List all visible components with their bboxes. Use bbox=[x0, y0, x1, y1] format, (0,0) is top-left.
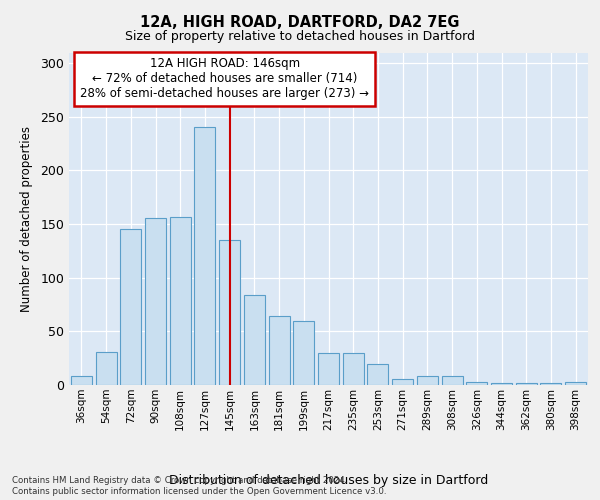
Text: Contains public sector information licensed under the Open Government Licence v3: Contains public sector information licen… bbox=[12, 487, 386, 496]
Bar bbox=[170, 216, 191, 385]
Bar bbox=[367, 364, 388, 385]
Bar bbox=[442, 376, 463, 385]
Bar bbox=[491, 383, 512, 385]
Bar bbox=[219, 240, 240, 385]
Bar bbox=[120, 230, 141, 385]
Bar bbox=[392, 378, 413, 385]
Bar bbox=[343, 353, 364, 385]
Text: 12A, HIGH ROAD, DARTFORD, DA2 7EG: 12A, HIGH ROAD, DARTFORD, DA2 7EG bbox=[140, 15, 460, 30]
Bar bbox=[244, 295, 265, 385]
X-axis label: Distribution of detached houses by size in Dartford: Distribution of detached houses by size … bbox=[169, 474, 488, 488]
Bar bbox=[318, 353, 339, 385]
Bar bbox=[565, 382, 586, 385]
Text: Contains HM Land Registry data © Crown copyright and database right 2024.: Contains HM Land Registry data © Crown c… bbox=[12, 476, 347, 485]
Bar bbox=[194, 126, 215, 385]
Bar bbox=[417, 376, 438, 385]
Bar bbox=[466, 382, 487, 385]
Bar bbox=[516, 383, 537, 385]
Text: 12A HIGH ROAD: 146sqm
← 72% of detached houses are smaller (714)
28% of semi-det: 12A HIGH ROAD: 146sqm ← 72% of detached … bbox=[80, 58, 369, 100]
Bar bbox=[269, 316, 290, 385]
Y-axis label: Number of detached properties: Number of detached properties bbox=[20, 126, 34, 312]
Bar bbox=[95, 352, 116, 385]
Bar bbox=[71, 376, 92, 385]
Text: Size of property relative to detached houses in Dartford: Size of property relative to detached ho… bbox=[125, 30, 475, 43]
Bar bbox=[541, 383, 562, 385]
Bar bbox=[293, 320, 314, 385]
Bar bbox=[145, 218, 166, 385]
